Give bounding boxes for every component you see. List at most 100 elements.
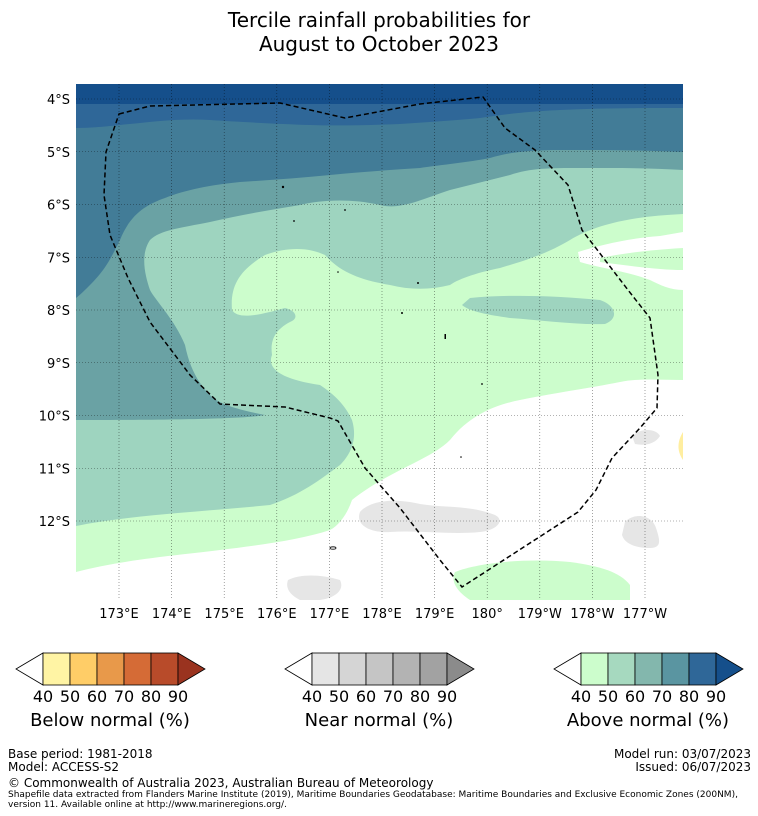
colorbar-segment	[96, 652, 125, 686]
colorbar-segment	[392, 652, 421, 686]
probability-field	[76, 84, 683, 600]
island	[293, 220, 295, 222]
colorbar-segment	[150, 652, 179, 686]
colorbar-tick-label: 90	[437, 687, 457, 706]
longitude-label: 179°W	[518, 607, 562, 620]
map-title: Tercile rainfall probabilities for Augus…	[0, 8, 758, 56]
above-70-band	[76, 84, 683, 298]
legend-title-below: Below normal (%)	[30, 710, 190, 731]
longitude-label: 177°E	[310, 607, 350, 620]
footer-right: Model run: 03/07/2023 Issued: 06/07/2023	[614, 748, 751, 774]
legend-title-above: Above normal (%)	[566, 710, 730, 731]
footer-left: Base period: 1981-2018 Model: ACCESS-S2	[8, 748, 153, 774]
colorbar-tick-label: 60	[87, 687, 107, 706]
latitude-label: 12°S	[39, 515, 70, 530]
colorbar-segment	[311, 652, 340, 686]
colorbar-legends: 40 50 60 70 80 90 40 50 60 70 80 90 40 50 60 70 80 90	[15, 652, 744, 706]
colorbar-segment	[338, 652, 367, 686]
near-40-patch-center	[359, 500, 500, 533]
latitude-label: 5°S	[47, 146, 70, 161]
colorbar-tick-label: 50	[329, 687, 349, 706]
longitude-labels: 173°E 174°E 175°E 176°E 177°E 178°E 179°E 180° 1…	[99, 607, 667, 622]
longitude-label: 176°E	[257, 607, 297, 620]
colorbar-segment	[580, 652, 609, 686]
shapefile-credit: Shapefile data extracted from Flanders M…	[8, 790, 758, 810]
island	[344, 209, 346, 211]
colorbar-high-extend	[715, 652, 744, 686]
colorbar-segment	[419, 652, 448, 686]
colorbar-0: 40 50 60 70 80 90	[15, 652, 206, 706]
colorbar-tick-label: 40	[302, 687, 322, 706]
legend-title-near: Near normal (%)	[304, 710, 454, 731]
island	[444, 334, 446, 339]
longitude-label: 178°E	[362, 607, 402, 620]
colorbar-tick-label: 70	[652, 687, 672, 706]
longitude-label: 174°E	[152, 607, 192, 620]
near-40-patch-south	[287, 575, 342, 600]
map-panel: 4°S 5°S 6°S 7°S 8°S 9°S 10°S 11°S 12°S 173°E 174°…	[39, 84, 683, 622]
near-40-patch-e	[632, 430, 660, 445]
colorbar-tick-label: 80	[141, 687, 161, 706]
near-40-patch-se	[622, 516, 660, 548]
colorbar-segment	[69, 652, 98, 686]
colorbar-segment	[688, 652, 717, 686]
colorbar-segment	[123, 652, 152, 686]
colorbar-tick-label: 70	[114, 687, 134, 706]
colorbar-tick-label: 80	[679, 687, 699, 706]
colorbar-low-extend	[15, 652, 44, 686]
map-svg: 4°S 5°S 6°S 7°S 8°S 9°S 10°S 11°S 12°S 173°E 174°…	[39, 84, 683, 622]
latitude-label: 9°S	[47, 357, 70, 372]
shapefile-credit-line-2: version 11. Available online at http://w…	[8, 800, 287, 810]
colorbar-1: 40 50 60 70 80 90	[284, 652, 475, 706]
gridlines	[76, 84, 683, 600]
latitude-label: 8°S	[47, 304, 70, 319]
colorbar-segment	[365, 652, 394, 686]
above-90-band	[76, 84, 683, 104]
above-40-patch-south	[453, 560, 630, 600]
eez-boundary-line	[103, 96, 659, 588]
issued-text: Issued: 06/07/2023	[635, 760, 751, 774]
latitude-label: 11°S	[39, 462, 70, 477]
latitude-label: 10°S	[39, 410, 70, 425]
colorbar-segment	[634, 652, 663, 686]
longitude-label: 177°W	[623, 607, 667, 620]
latitude-label: 7°S	[47, 251, 70, 266]
model-run-text: Model run: 03/07/2023	[613, 747, 751, 761]
island	[481, 383, 483, 385]
latitude-labels: 4°S 5°S 6°S 7°S 8°S 9°S 10°S 11°S 12°S	[39, 93, 70, 530]
copyright-text: © Commonwealth of Australia 2023, Austra…	[8, 776, 434, 790]
longitude-label: 179°E	[415, 607, 455, 620]
longitude-label: 173°E	[99, 607, 139, 620]
shapefile-credit-line-1: Shapefile data extracted from Flanders M…	[8, 790, 738, 800]
island	[460, 456, 462, 458]
colorbar-tick-label: 40	[33, 687, 53, 706]
colorbar-high-extend	[177, 652, 206, 686]
colorbar-tick-label: 40	[571, 687, 591, 706]
colorbar-low-extend	[284, 652, 313, 686]
colorbar-tick-label: 60	[625, 687, 645, 706]
colorbar-segment	[42, 652, 71, 686]
colorbar-2: 40 50 60 70 80 90	[553, 652, 744, 706]
island	[401, 312, 403, 314]
longitude-label: 180°	[472, 607, 503, 620]
island	[417, 282, 419, 284]
below-40-sliver	[678, 432, 683, 460]
colorbar-tick-label: 90	[168, 687, 188, 706]
above-40-tongue	[600, 248, 683, 270]
colorbar-tick-label: 60	[356, 687, 376, 706]
colorbar-segment	[661, 652, 690, 686]
title-line-2: August to October 2023	[258, 32, 500, 56]
longitude-label: 175°E	[204, 607, 244, 620]
colorbar-tick-label: 50	[60, 687, 80, 706]
colorbar-high-extend	[446, 652, 475, 686]
base-period-text: Base period: 1981-2018	[8, 747, 153, 761]
island	[337, 271, 339, 273]
colorbar-tick-label: 50	[598, 687, 618, 706]
model-text: Model: ACCESS-S2	[8, 760, 120, 774]
latitude-label: 6°S	[47, 199, 70, 214]
colorbar-tick-label: 70	[383, 687, 403, 706]
colorbar-tick-label: 90	[706, 687, 726, 706]
longitude-label: 178°W	[570, 607, 614, 620]
island	[281, 185, 285, 189]
colorbar-low-extend	[553, 652, 582, 686]
